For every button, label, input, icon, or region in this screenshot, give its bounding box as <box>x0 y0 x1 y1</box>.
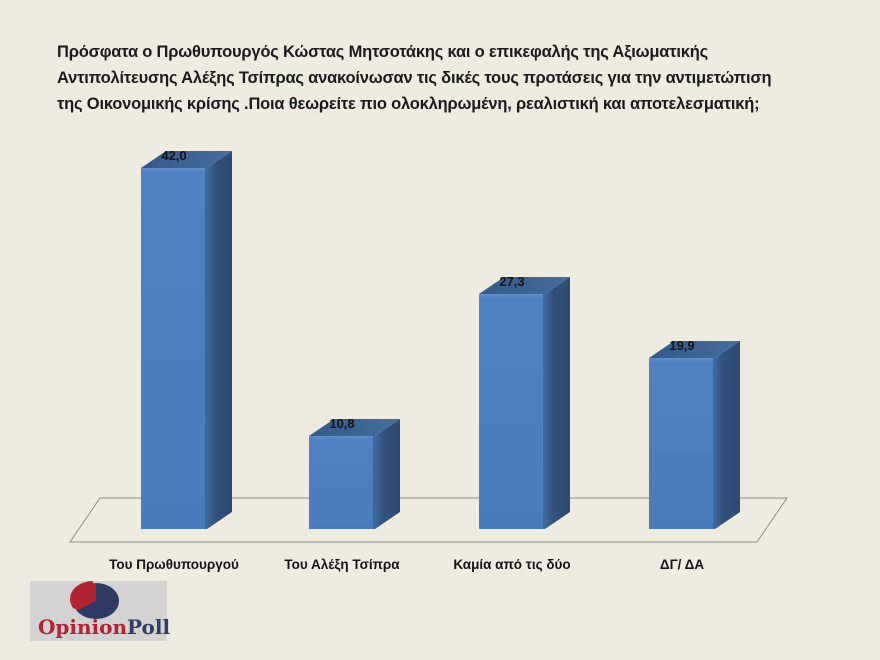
logo-text-poll: Poll <box>127 615 171 639</box>
bar-value-label: 10,8 <box>329 416 355 431</box>
bar-column <box>479 277 570 529</box>
bar-value-label: 42,0 <box>161 148 187 163</box>
bar-chart: 42,0 Του Πρωθυπουργού 10,8 Του Αλέξη Τσίπρα… <box>0 120 880 580</box>
bar-side-face <box>545 277 570 529</box>
bar-top-face <box>649 341 740 358</box>
bar-side-face <box>715 341 740 529</box>
category-label: ΔΓ/ ΔΑ <box>659 557 705 572</box>
bar-value-label: 19,9 <box>669 338 695 353</box>
bar-front-face <box>649 358 715 529</box>
title-line-2: Αντιπολίτευσης Αλέξης Τσίπρας ανακοίνωσα… <box>57 69 772 87</box>
chart-question-title: Πρόσφατα ο Πρωθυπουργός Κώστας Μητσοτάκη… <box>57 39 852 117</box>
bar-value-label: 27,3 <box>499 274 525 289</box>
bar-side-face <box>375 419 400 529</box>
logo-text-opinion: Opinion <box>38 615 128 639</box>
title-line-3: της Οικονομικής κρίσης .Ποια θεωρείτε πι… <box>57 95 760 113</box>
bar-top-face <box>309 419 400 436</box>
category-label: Του Αλέξη Τσίπρα <box>284 557 400 572</box>
category-label: Καμία από τις δύο <box>453 557 571 572</box>
bar-front-face <box>479 294 545 529</box>
opinionpoll-logo: OpinionPoll <box>30 581 171 641</box>
bar-front-face <box>141 168 207 529</box>
bar-side-face <box>207 151 232 529</box>
bar-column <box>309 419 400 529</box>
logo-wordmark: OpinionPoll <box>38 615 171 639</box>
category-label: Του Πρωθυπουργού <box>109 557 239 572</box>
pie-slice-icon <box>70 581 116 617</box>
bar-front-face <box>309 436 375 529</box>
title-line-1: Πρόσφατα ο Πρωθυπουργός Κώστας Μητσοτάκη… <box>57 43 709 61</box>
floor-plane <box>69 497 788 543</box>
bar-column <box>649 341 740 529</box>
bar-top-face <box>141 151 232 168</box>
bar-column <box>141 151 232 529</box>
bar-top-face <box>479 277 570 294</box>
